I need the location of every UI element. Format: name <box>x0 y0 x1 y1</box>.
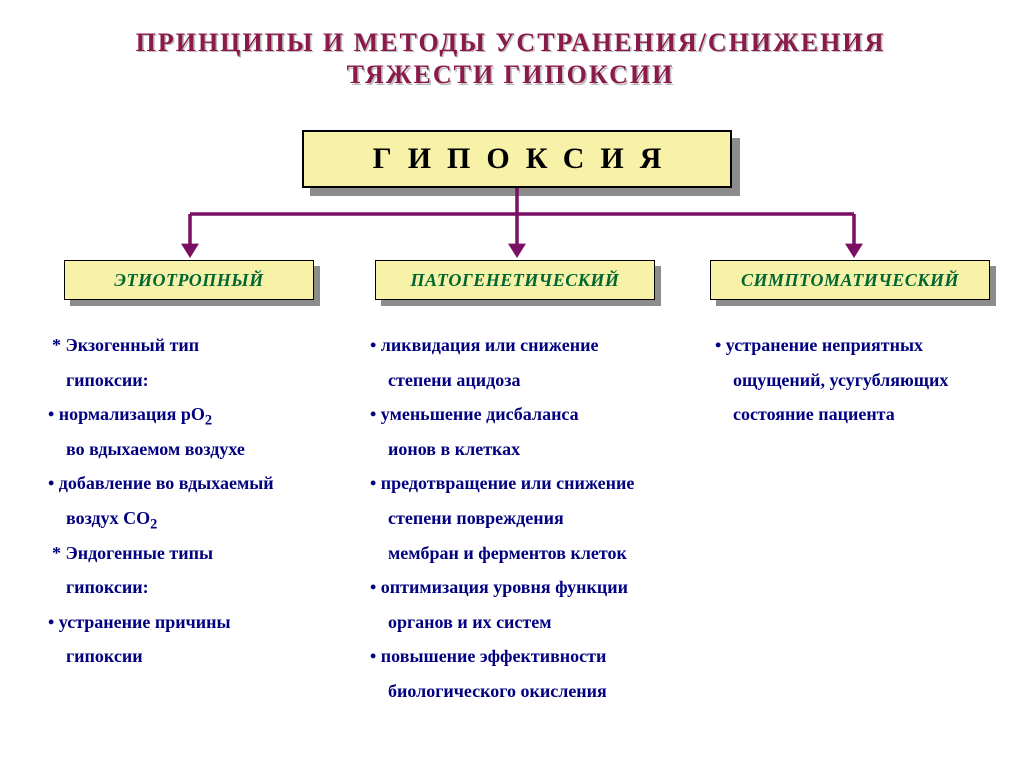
bullets-patho: • ликвидация или снижение степени ацидоза… <box>370 330 700 711</box>
bullet-item: • устранение неприятных <box>715 330 1005 361</box>
bullet-item: • предотвращение или снижение <box>370 468 700 499</box>
bullet-item: • ликвидация или снижение <box>370 330 700 361</box>
bullet-item: • оптимизация уровня функции <box>370 572 700 603</box>
slide-root: ПРИНЦИПЫ И МЕТОДЫ УСТРАНЕНИЯ/СНИЖЕНИЯ ПР… <box>0 0 1024 768</box>
bullet-item: степени ацидоза <box>370 365 700 396</box>
bullet-item: мембран и ферментов клеток <box>370 538 700 569</box>
bullet-item: воздух СО2 <box>48 503 348 534</box>
bullet-item: гипоксии: <box>48 572 348 603</box>
bullet-item: • устранение причины <box>48 607 348 638</box>
bullet-item: • добавление во вдыхаемый <box>48 468 348 499</box>
bullet-item: биологического окисления <box>370 676 700 707</box>
bullet-item: степени повреждения <box>370 503 700 534</box>
bullet-item: * Эндогенные типы <box>48 538 348 569</box>
bullet-item: гипоксии <box>48 641 348 672</box>
bullet-item: • нормализация pО2 <box>48 399 348 430</box>
bullet-item: во вдыхаемом воздухе <box>48 434 348 465</box>
bullets-etio: * Экзогенный типгипоксии:• нормализация … <box>48 330 348 676</box>
bullet-item: гипоксии: <box>48 365 348 396</box>
bullets-sympt: • устранение неприятных ощущений, усугубл… <box>715 330 1005 434</box>
bullet-item: состояние пациента <box>715 399 1005 430</box>
bullet-item: * Экзогенный тип <box>48 330 348 361</box>
bullet-item: • повышение эффективности <box>370 641 700 672</box>
bullet-item: ионов в клетках <box>370 434 700 465</box>
bullet-item: органов и их систем <box>370 607 700 638</box>
bullet-item: ощущений, усугубляющих <box>715 365 1005 396</box>
bullet-item: • уменьшение дисбаланса <box>370 399 700 430</box>
